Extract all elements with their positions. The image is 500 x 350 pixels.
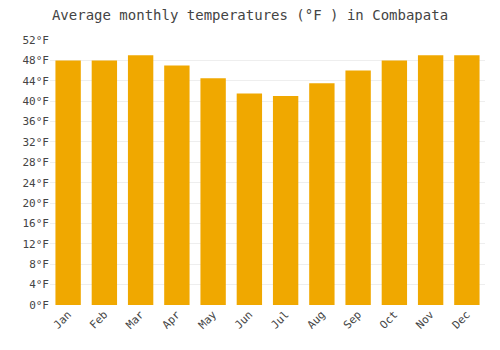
svg-text:Nov: Nov [413,308,437,332]
svg-text:20°F: 20°F [23,197,50,210]
svg-text:Sep: Sep [341,308,364,331]
svg-text:Jun: Jun [232,308,255,331]
svg-text:52°F: 52°F [23,34,50,47]
svg-text:16°F: 16°F [23,217,50,230]
svg-text:Average monthly temperatures (: Average monthly temperatures (°F ) in Co… [52,7,448,23]
svg-text:44°F: 44°F [23,75,50,88]
svg-text:32°F: 32°F [23,136,50,149]
svg-text:24°F: 24°F [23,177,50,190]
svg-text:0°F: 0°F [29,299,49,312]
svg-text:Oct: Oct [377,308,400,331]
svg-text:Jul: Jul [268,308,291,331]
svg-text:Aug: Aug [305,308,328,331]
svg-text:48°F: 48°F [23,54,50,67]
svg-text:12°F: 12°F [23,238,50,251]
svg-text:Feb: Feb [87,308,110,331]
svg-text:Apr: Apr [160,308,184,332]
svg-text:Dec: Dec [450,308,473,331]
svg-text:Mar: Mar [123,308,147,332]
svg-text:Jan: Jan [51,308,74,331]
svg-text:28°F: 28°F [23,156,50,169]
svg-text:8°F: 8°F [29,258,49,271]
svg-text:4°F: 4°F [29,278,49,291]
svg-text:36°F: 36°F [23,115,50,128]
svg-text:40°F: 40°F [23,95,50,108]
svg-text:May: May [196,308,220,332]
